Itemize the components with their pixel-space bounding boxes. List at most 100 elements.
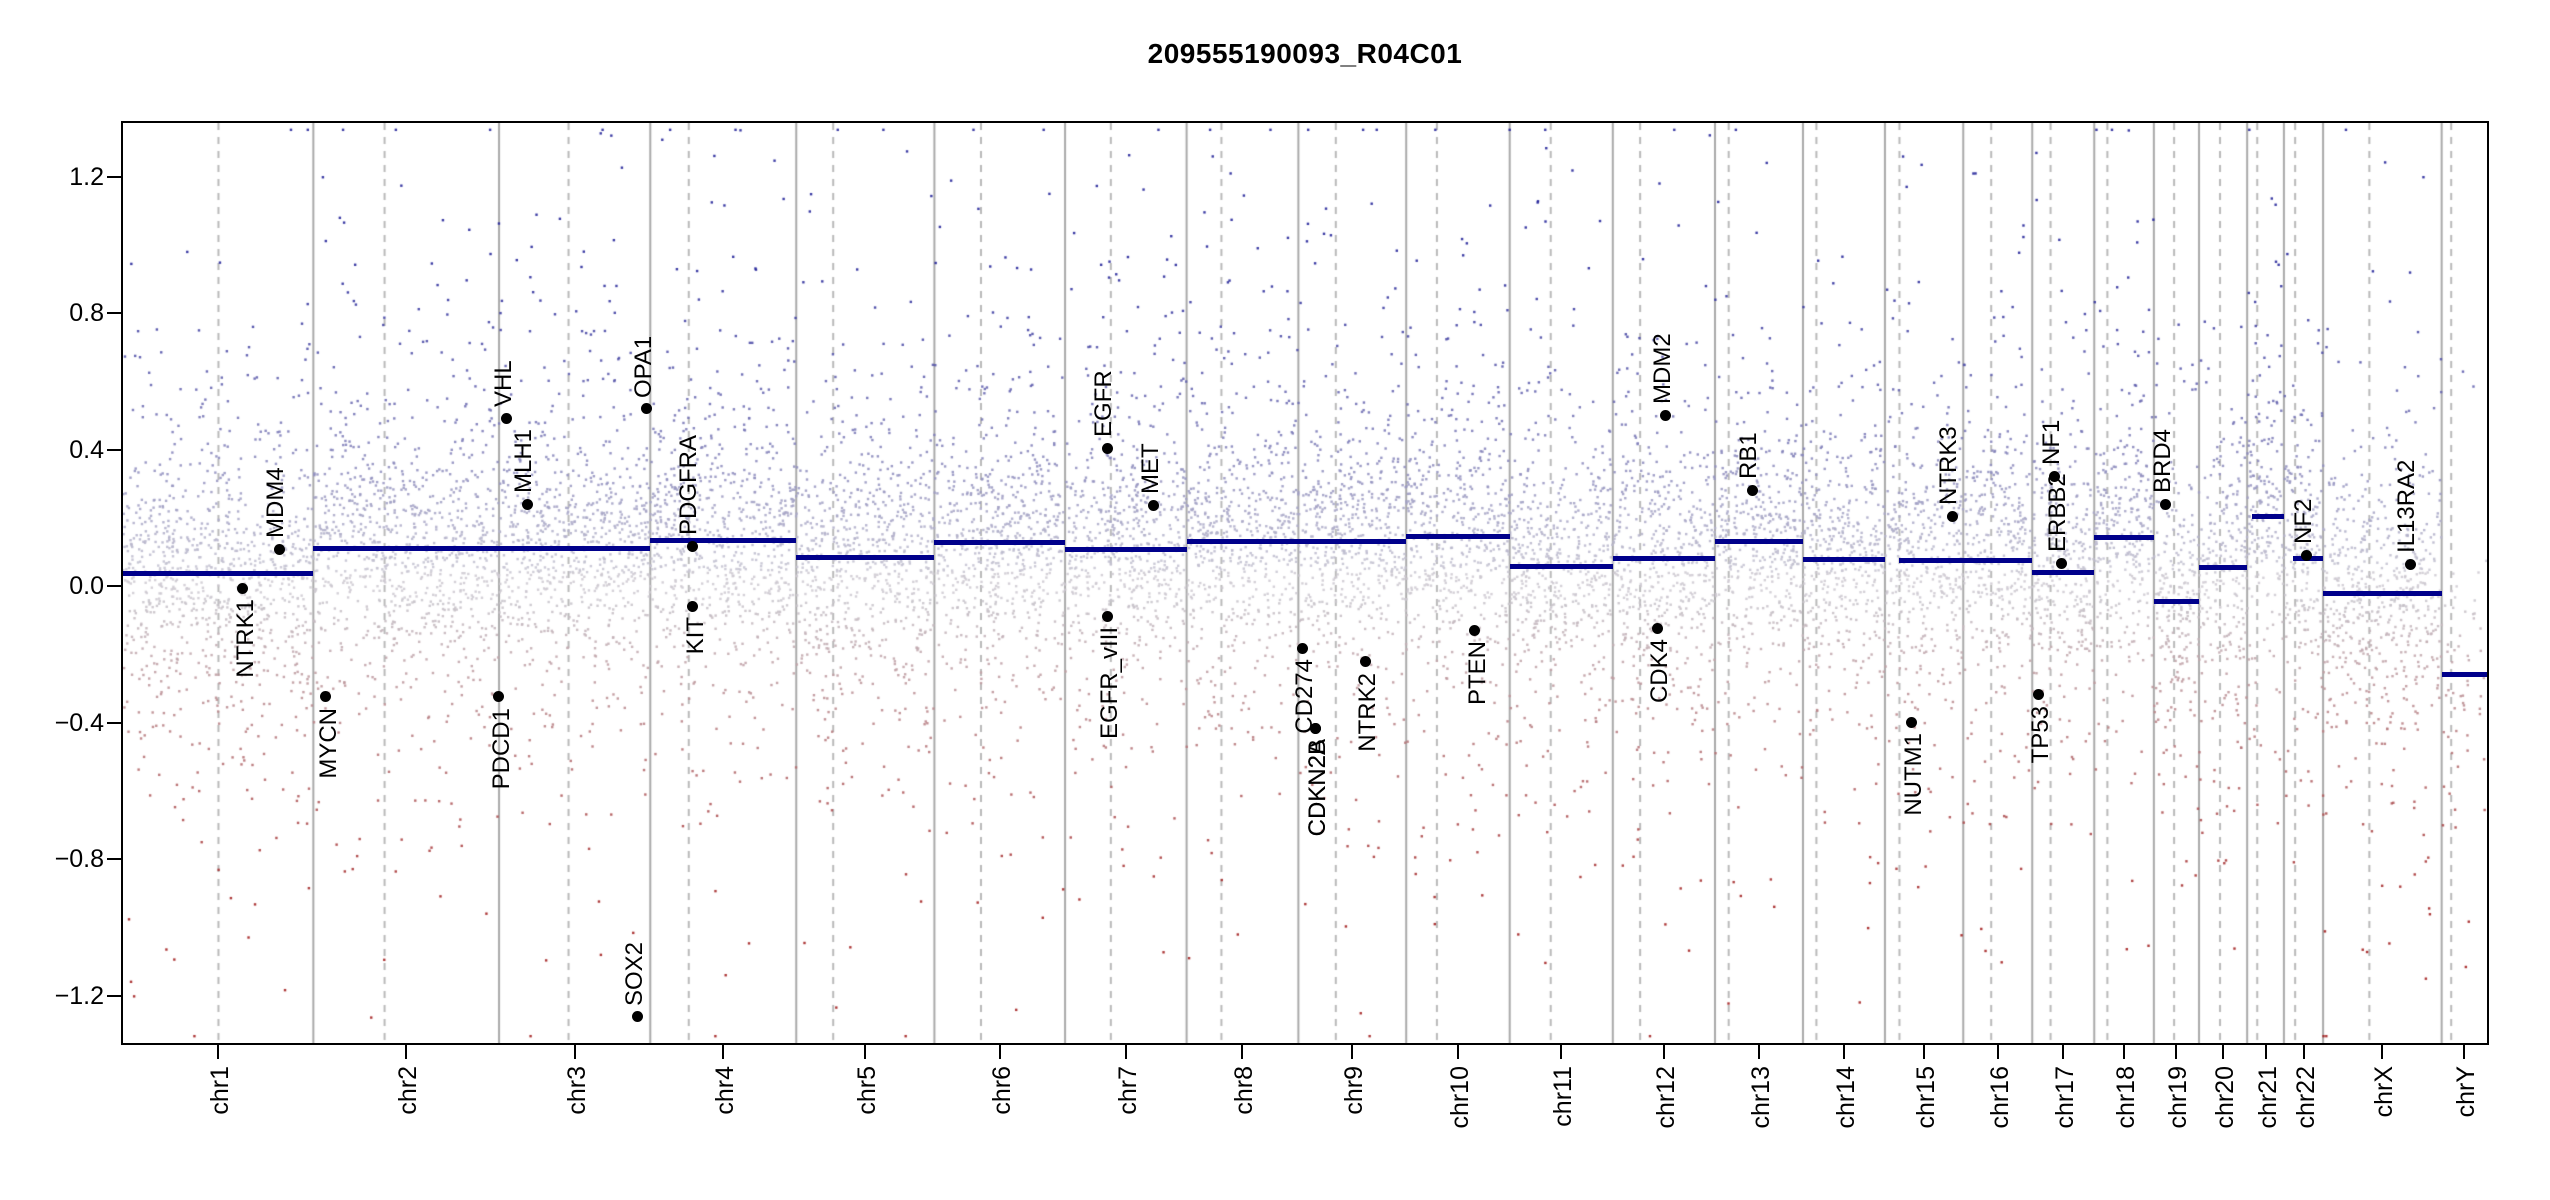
y-axis-tick [107, 858, 121, 861]
x-axis-label-chr13: chr13 [1746, 1066, 1775, 1129]
segment-chr2 [313, 545, 500, 551]
x-axis-label-chr17: chr17 [2051, 1066, 2080, 1129]
x-axis-label-chr1: chr1 [206, 1066, 235, 1115]
gene-dot-NF1 [2049, 470, 2061, 482]
segment-chr5 [796, 554, 935, 560]
x-axis-label-chr12: chr12 [1651, 1066, 1680, 1129]
segment-chr13 [1715, 539, 1803, 545]
y-axis-tick [107, 448, 121, 451]
gene-label-NUTM1: NUTM1 [1900, 733, 1928, 816]
y-axis-tick [107, 994, 121, 997]
x-axis-label-chr3: chr3 [562, 1066, 591, 1115]
x-axis-label-chr9: chr9 [1340, 1066, 1369, 1115]
gene-label-CDKN2A: CDKN2A [1304, 739, 1332, 837]
gene-dot-CDK4 [1651, 622, 1663, 634]
gene-dot-MDM2 [1660, 409, 1672, 421]
y-axis-tick [107, 312, 121, 315]
y-axis-tick-label: −0.4 [54, 708, 104, 737]
x-axis-tick-chr3 [573, 1045, 576, 1059]
gene-dot-RB1 [1746, 484, 1758, 496]
x-axis-tick-chr13 [1757, 1045, 1760, 1059]
x-axis-tick-chr11 [1560, 1045, 1563, 1059]
gene-dot-OPA1 [641, 403, 653, 415]
gene-dot-EGFR_vIII [1101, 610, 1113, 622]
gene-label-TP53: TP53 [2027, 705, 2055, 764]
gene-label-VHL: VHL [489, 360, 517, 408]
segment-chr9 [1298, 538, 1407, 544]
segment-chr6 [934, 539, 1066, 545]
gene-dot-MYCN [320, 691, 332, 703]
segment-chr12 [1612, 555, 1715, 561]
x-axis-label-chr7: chr7 [1113, 1066, 1142, 1115]
segment-chr19 [2153, 599, 2199, 605]
x-axis-label-chr8: chr8 [1230, 1066, 1259, 1115]
x-axis-label-chr5: chr5 [853, 1066, 882, 1115]
x-axis-tick-chr10 [1456, 1045, 1459, 1059]
gene-label-OPA1: OPA1 [629, 335, 657, 398]
y-axis-tick-label: −0.8 [54, 845, 104, 874]
gene-dot-ERBB2 [2055, 557, 2067, 569]
x-axis-label-chrX: chrX [2370, 1066, 2399, 1118]
x-axis-tick-chr19 [2175, 1045, 2178, 1059]
gene-dot-VHL [501, 412, 513, 424]
segment-chr8 [1186, 538, 1299, 544]
x-axis-tick-chr1 [217, 1045, 220, 1059]
segment-chr1 [123, 570, 314, 576]
gene-dot-CD274 [1296, 642, 1308, 654]
gene-dot-NTRK3 [1946, 510, 1958, 522]
x-axis-label-chr15: chr15 [1912, 1066, 1941, 1129]
y-axis-tick-label: 0.0 [69, 572, 104, 601]
segment-chr17 [2032, 569, 2095, 575]
x-axis-tick-chr15 [1923, 1045, 1926, 1059]
y-axis-tick-label: 0.8 [69, 299, 104, 328]
x-axis-tick-chr16 [1996, 1045, 1999, 1059]
gene-dot-TP53 [2032, 689, 2044, 701]
segment-chr10 [1406, 534, 1510, 540]
gene-dot-MLH1 [521, 498, 533, 510]
x-axis-label-chr22: chr22 [2291, 1066, 2320, 1129]
x-axis-tick-chr8 [1241, 1045, 1244, 1059]
x-axis-label-chr19: chr19 [2164, 1066, 2193, 1129]
gene-label-KIT: KIT [681, 617, 709, 655]
y-axis-tick [107, 175, 121, 178]
x-axis-label-chr16: chr16 [1985, 1066, 2014, 1129]
gene-label-NF1: NF1 [2037, 419, 2065, 466]
gene-dot-MET [1148, 499, 1160, 511]
gene-dot-NUTM1 [1905, 716, 1917, 728]
segment-chrY [2441, 671, 2487, 677]
x-axis-tick-chr20 [2222, 1045, 2225, 1059]
segment-chr21 [2251, 513, 2284, 519]
y-axis-tick [107, 585, 121, 588]
x-axis-tick-chr12 [1662, 1045, 1665, 1059]
gene-label-MET: MET [1136, 443, 1164, 495]
y-axis-tick-label: 0.4 [69, 435, 104, 464]
gene-label-MLH1: MLH1 [510, 429, 538, 494]
segment-chr11 [1509, 564, 1613, 570]
y-axis-tick-label: −1.2 [54, 981, 104, 1010]
gene-dot-MDM4 [273, 543, 285, 555]
gene-label-EGFR: EGFR [1090, 370, 1118, 438]
gene-dot-KIT [687, 600, 699, 612]
segment-chr16 [1963, 557, 2033, 563]
gene-label-IL13RA2: IL13RA2 [2393, 459, 2421, 554]
gene-dot-NF2 [2301, 549, 2313, 561]
gene-label-NTRK3: NTRK3 [1935, 426, 1963, 506]
x-axis-label-chr6: chr6 [987, 1066, 1016, 1115]
gene-label-EGFR_vIII: EGFR_vIII [1096, 627, 1124, 740]
x-axis-tick-chrY [2463, 1045, 2466, 1059]
gene-dot-CDKN2A [1309, 722, 1321, 734]
x-axis-tick-chr6 [998, 1045, 1001, 1059]
gene-dot-PTEN [1469, 624, 1481, 636]
gene-label-PTEN: PTEN [1463, 641, 1491, 706]
gene-dot-PDGFRA [686, 540, 698, 552]
gene-dot-IL13RA2 [2404, 558, 2416, 570]
gene-label-CDK4: CDK4 [1646, 639, 1674, 704]
x-axis-tick-chr9 [1351, 1045, 1354, 1059]
gene-dot-PDCD1 [493, 691, 505, 703]
segment-chrX [2323, 591, 2442, 597]
gene-label-MDM4: MDM4 [262, 467, 290, 539]
gene-label-SOX2: SOX2 [620, 941, 648, 1006]
x-axis-label-chr14: chr14 [1831, 1066, 1860, 1129]
gene-dot-NTRK1 [237, 582, 249, 594]
gene-label-NTRK2: NTRK2 [1354, 672, 1382, 752]
